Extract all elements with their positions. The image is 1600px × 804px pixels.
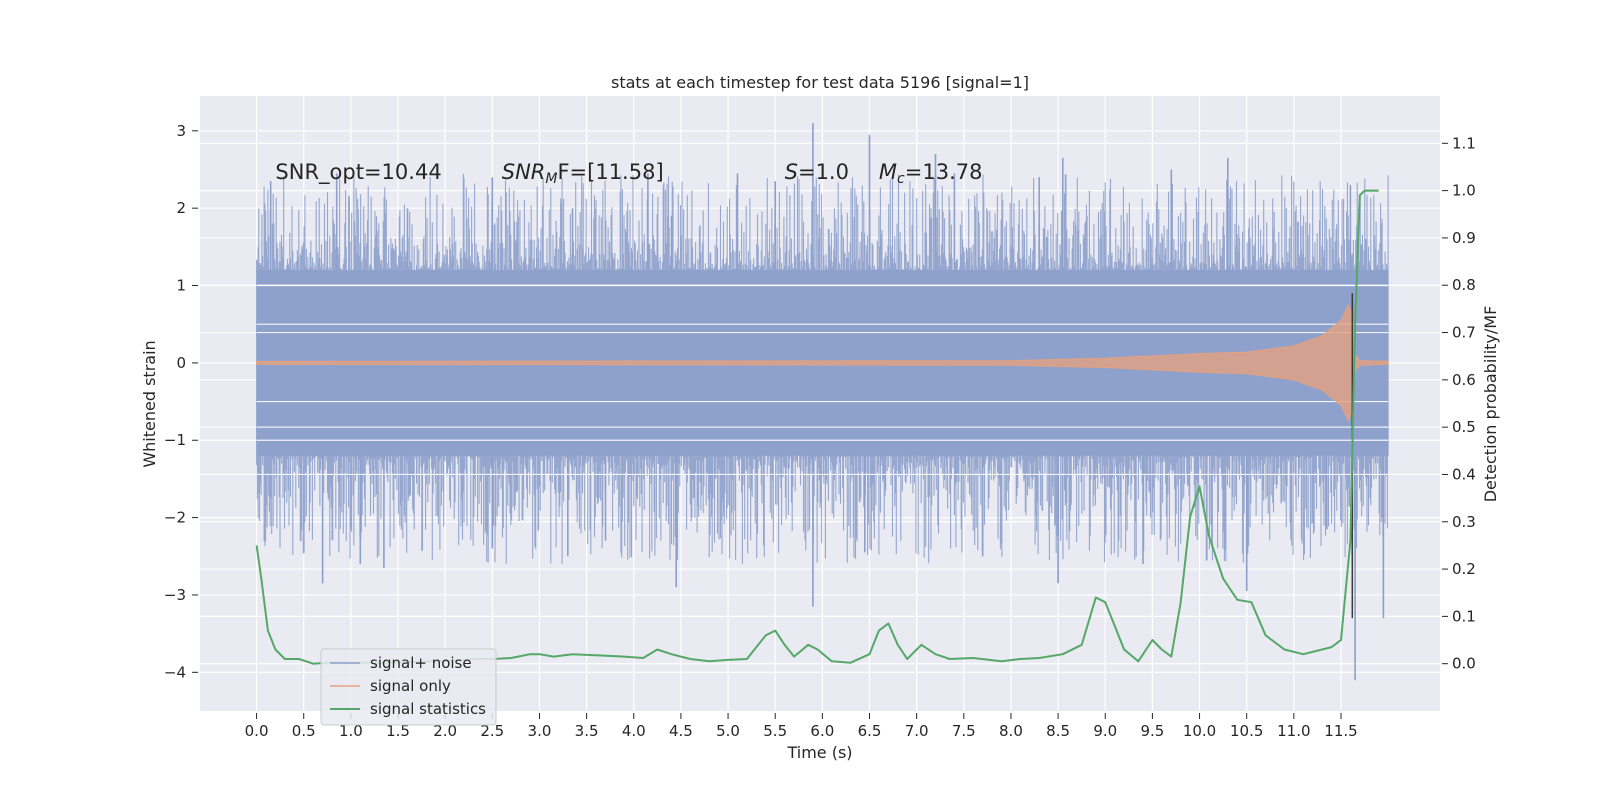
noise-extreme-spikes — [269, 123, 1385, 681]
x-tick-label: 6.0 — [810, 722, 834, 740]
y2-tick-label: 0.0 — [1452, 655, 1476, 673]
y2-tick-label: 0.5 — [1452, 418, 1476, 436]
x-axis-ticks: 0.0 0.5 1.0 1.5 2.0 2.5 3.0 3.5 4.0 4.5 5.0 5.5 6.0 6… — [245, 713, 1358, 740]
y-tick-label: 3 — [176, 122, 186, 140]
x-tick-label: 11.0 — [1277, 722, 1310, 740]
y2-tick-label: 0.7 — [1452, 324, 1476, 342]
y2-tick-label: 1.0 — [1452, 182, 1476, 200]
x-tick-label: 9.5 — [1140, 722, 1164, 740]
legend-label-noise: signal+ noise — [370, 654, 472, 672]
legend: signal+ noise signal only signal statist… — [320, 648, 497, 726]
y2-tick-label: 0.9 — [1452, 229, 1476, 247]
y-tick-label: −3 — [164, 586, 186, 604]
annotation-prefix: SNR_opt=10.44 — [275, 160, 441, 185]
y-tick-label: −4 — [164, 663, 186, 681]
x-tick-label: 0.5 — [292, 722, 316, 740]
x-tick-label: 1.0 — [339, 722, 363, 740]
annotation-suffix: =1.0 — [798, 160, 849, 184]
x-tick-label: 5.0 — [716, 722, 740, 740]
x-tick-label: 4.5 — [669, 722, 693, 740]
x-tick-label: 9.0 — [1093, 722, 1117, 740]
y2-tick-label: 0.4 — [1452, 465, 1476, 483]
x-tick-label: 2.0 — [433, 722, 457, 740]
x-tick-label: 11.5 — [1324, 722, 1357, 740]
annotation-text: SNR_opt=10.44 — [275, 160, 441, 185]
x-tick-label: 7.5 — [952, 722, 976, 740]
x-tick-label: 8.0 — [999, 722, 1023, 740]
x-tick-label: 2.5 — [480, 722, 504, 740]
y2-tick-label: 0.3 — [1452, 513, 1476, 531]
annotation-suffix: F=[11.58] — [557, 160, 663, 184]
chart-title: stats at each timestep for test data 519… — [611, 73, 1029, 92]
y2-tick-label: 0.1 — [1452, 607, 1476, 625]
legend-box — [320, 648, 497, 726]
annotation-text: Mc=13.78 — [879, 160, 983, 187]
y2-tick-label: 0.8 — [1452, 276, 1476, 294]
legend-label-signal: signal only — [370, 677, 451, 695]
y2-axis-ticks: 1.1 1.0 0.9 0.8 0.7 0.6 0.5 0.4 0.3 0.2 0.1 0.0 — [1442, 134, 1476, 673]
annotation-italic: SNR — [502, 160, 546, 184]
x-tick-label: 10.0 — [1183, 722, 1216, 740]
annotation-suffix: =13.78 — [905, 160, 983, 184]
y-tick-label: 2 — [176, 199, 186, 217]
signal-envelope — [256, 303, 1389, 423]
x-tick-label: 3.5 — [575, 722, 599, 740]
annotation-italic: S — [785, 160, 798, 184]
x-tick-label: 1.5 — [386, 722, 410, 740]
x-tick-label: 8.5 — [1046, 722, 1070, 740]
y-axis-ticks: 3 2 1 0 −1 −2 −3 −4 — [164, 122, 198, 681]
annotation-text: SNRMF=[11.58] — [502, 160, 664, 187]
x-tick-label: 0.0 — [245, 722, 269, 740]
y2-axis-label: Detection probability/MF — [1481, 306, 1500, 503]
legend-label-stats: signal statistics — [370, 700, 486, 718]
x-axis-label: Time (s) — [786, 743, 852, 762]
annotations: SNR_opt=10.44 SNRMF=[11.58] S=1.0 Mc=13.78 — [275, 160, 982, 187]
annotation-sub: c — [897, 171, 905, 187]
y-axis-label: Whitened strain — [140, 340, 159, 467]
x-tick-label: 5.5 — [763, 722, 787, 740]
annotation-italic: M — [879, 160, 897, 184]
x-tick-label: 6.5 — [858, 722, 882, 740]
y2-tick-label: 1.1 — [1452, 134, 1476, 152]
y-tick-label: −1 — [164, 431, 186, 449]
annotation-sub: M — [545, 171, 557, 187]
annotation-text: S=1.0 — [785, 160, 849, 184]
y-tick-label: 1 — [176, 277, 186, 295]
x-tick-label: 4.0 — [622, 722, 646, 740]
x-tick-label: 7.0 — [905, 722, 929, 740]
x-tick-label: 3.0 — [528, 722, 552, 740]
y-tick-label: −2 — [164, 509, 186, 527]
y-tick-label: 0 — [176, 354, 186, 372]
x-tick-label: 10.5 — [1230, 722, 1263, 740]
y2-tick-label: 0.2 — [1452, 560, 1476, 578]
y2-tick-label: 0.6 — [1452, 371, 1476, 389]
